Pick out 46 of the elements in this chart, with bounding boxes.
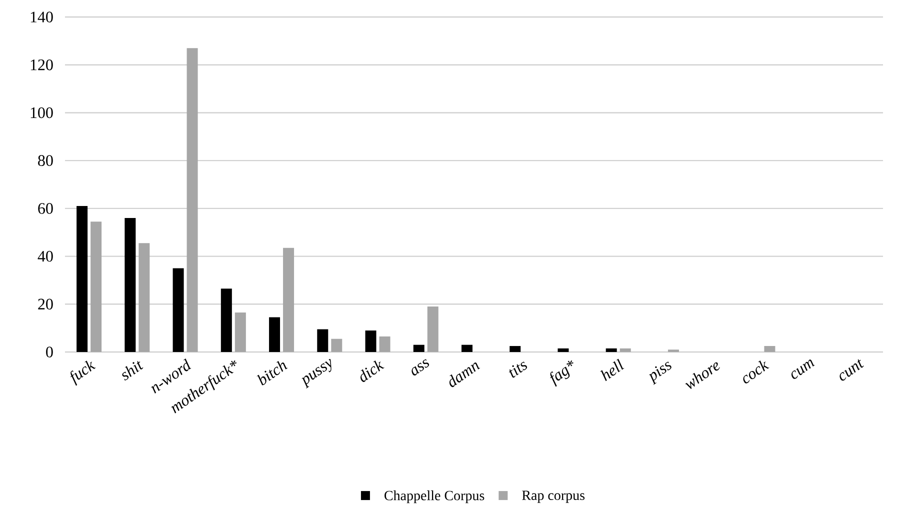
x-tick-label: damn bbox=[449, 362, 480, 388]
y-tick-label: 40 bbox=[38, 250, 53, 262]
legend-label: Rap corpus bbox=[522, 490, 585, 503]
bar bbox=[317, 329, 328, 352]
bar bbox=[269, 317, 280, 352]
y-tick-label: 60 bbox=[38, 203, 53, 214]
bar bbox=[413, 344, 424, 352]
x-tick-label: shit bbox=[122, 360, 144, 381]
x-tick-label: whore bbox=[685, 362, 720, 389]
x-tick-label: hell bbox=[600, 358, 624, 382]
legend-label: Chappelle Corpus bbox=[384, 490, 484, 504]
bar bbox=[606, 348, 617, 352]
bar bbox=[124, 218, 136, 352]
bar bbox=[462, 344, 472, 352]
x-tick-label: bitch bbox=[256, 360, 288, 386]
y-tick-label: 100 bbox=[30, 107, 53, 118]
x-tick-label: dick bbox=[360, 360, 384, 382]
y-tick-label: 140 bbox=[30, 12, 53, 22]
y-tick-label: 80 bbox=[38, 155, 53, 166]
x-tick-label: cum bbox=[791, 360, 815, 379]
bar bbox=[764, 346, 776, 352]
bar bbox=[558, 348, 569, 352]
bar bbox=[331, 338, 342, 352]
bar bbox=[234, 312, 246, 352]
bar bbox=[90, 222, 102, 352]
bar bbox=[220, 288, 232, 352]
bar bbox=[186, 48, 198, 352]
bar bbox=[365, 330, 376, 352]
bar bbox=[620, 348, 631, 352]
x-tick-label: ass bbox=[412, 359, 430, 376]
x-tick-label: tits bbox=[509, 362, 528, 378]
bar bbox=[76, 206, 88, 352]
x-tick-label: cunt bbox=[840, 359, 864, 381]
x-tick-label: piss bbox=[649, 362, 672, 385]
y-tick-label: 0 bbox=[46, 346, 53, 358]
bar bbox=[379, 336, 390, 352]
bar bbox=[283, 248, 294, 352]
bar bbox=[138, 243, 150, 352]
x-tick-label: cock bbox=[743, 360, 770, 384]
x-tick-label: fuck bbox=[70, 360, 96, 386]
x-tick-label: fag* bbox=[550, 360, 574, 387]
bar bbox=[510, 346, 521, 352]
bar bbox=[172, 268, 184, 352]
bar bbox=[427, 306, 438, 352]
y-tick-label: 120 bbox=[30, 59, 53, 70]
y-tick-label: 20 bbox=[38, 298, 53, 310]
